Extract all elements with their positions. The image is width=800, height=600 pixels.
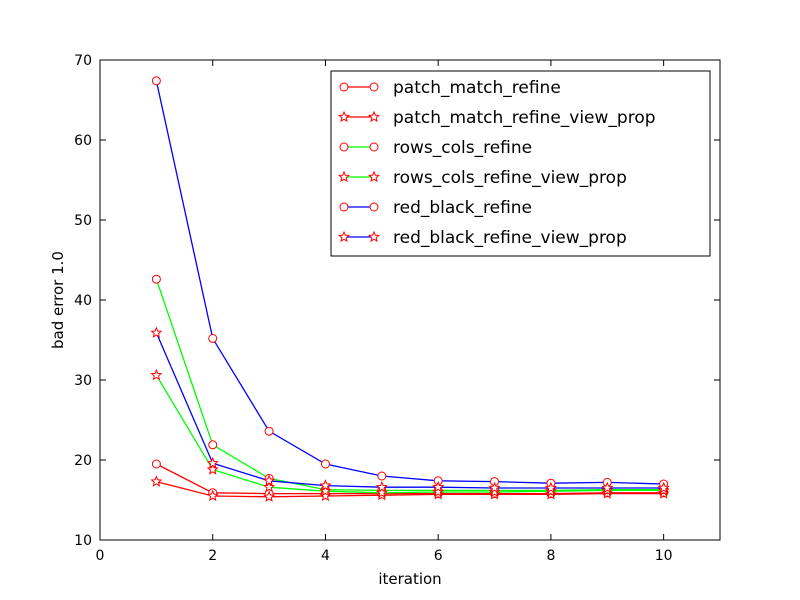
data-point bbox=[206, 489, 219, 502]
data-point bbox=[150, 368, 163, 381]
legend-item: patch_match_refine_view_prop bbox=[338, 108, 656, 128]
legend-label: rows_cols_refine_view_prop bbox=[393, 168, 627, 188]
legend-item: red_black_refine_view_prop bbox=[338, 228, 627, 248]
x-tick-label: 2 bbox=[208, 548, 217, 564]
data-point bbox=[319, 489, 332, 502]
legend-marker bbox=[339, 82, 349, 92]
data-point bbox=[488, 481, 501, 494]
data-point bbox=[375, 480, 388, 493]
data-point bbox=[319, 484, 332, 497]
series-line bbox=[155, 278, 664, 492]
y-tick-label: 10 bbox=[74, 533, 92, 549]
data-point bbox=[151, 459, 161, 469]
y-axis-label: bad error 1.0 bbox=[49, 251, 67, 349]
data-point bbox=[375, 486, 388, 498]
legend: patch_match_refine patch_match_refine_vie… bbox=[330, 70, 711, 257]
data-point bbox=[432, 480, 445, 493]
data-point bbox=[544, 481, 557, 494]
legend-marker bbox=[369, 142, 379, 152]
series-line bbox=[155, 374, 664, 494]
series-line bbox=[156, 480, 664, 498]
series-red_black_refine_view_prop bbox=[150, 326, 670, 494]
x-tick-label: 4 bbox=[321, 548, 330, 564]
data-point bbox=[264, 426, 274, 436]
series-line bbox=[156, 463, 664, 495]
legend-label: red_black_refine_view_prop bbox=[393, 228, 627, 248]
data-point bbox=[263, 490, 276, 502]
legend-label: rows_cols_refine bbox=[393, 138, 532, 158]
legend-marker bbox=[338, 170, 350, 183]
legend-marker bbox=[368, 230, 380, 243]
legend-marker bbox=[368, 170, 380, 183]
data-point bbox=[150, 475, 163, 487]
data-point bbox=[263, 474, 276, 486]
series-line bbox=[155, 332, 664, 489]
legend-item: rows_cols_refine bbox=[339, 138, 532, 158]
data-point bbox=[657, 481, 670, 494]
legend-marker bbox=[338, 230, 350, 243]
x-tick-label: 0 bbox=[96, 548, 105, 564]
data-point bbox=[377, 471, 387, 481]
x-tick-label: 6 bbox=[434, 548, 443, 564]
y-tick-label: 50 bbox=[74, 213, 92, 229]
y-tick-label: 70 bbox=[74, 53, 92, 69]
data-point bbox=[432, 485, 445, 498]
data-point bbox=[320, 459, 330, 469]
legend-marker bbox=[369, 202, 379, 212]
x-tick-label: 10 bbox=[655, 548, 673, 564]
data-point bbox=[150, 326, 163, 338]
legend-label: red_black_refine bbox=[393, 198, 532, 218]
data-point bbox=[208, 440, 218, 450]
legend-marker bbox=[339, 142, 349, 152]
legend-marker bbox=[368, 110, 380, 123]
legend-box bbox=[330, 70, 711, 257]
y-tick-label: 20 bbox=[74, 453, 92, 469]
series-layer bbox=[150, 76, 670, 502]
legend-label: patch_match_refine_view_prop bbox=[393, 108, 656, 128]
legend-marker bbox=[369, 82, 379, 92]
legend-item: rows_cols_refine_view_prop bbox=[338, 168, 627, 188]
data-point bbox=[488, 485, 501, 498]
y-tick-label: 60 bbox=[74, 133, 92, 149]
series-line bbox=[155, 80, 664, 485]
plot-frame bbox=[99, 59, 721, 541]
data-point bbox=[319, 479, 332, 491]
data-point bbox=[601, 481, 614, 494]
x-tick-label: 8 bbox=[546, 548, 555, 564]
data-point bbox=[151, 76, 161, 86]
data-point bbox=[151, 274, 161, 284]
legend-item: red_black_refine bbox=[339, 198, 532, 218]
legend-marker bbox=[338, 110, 350, 123]
legend-item: patch_match_refine bbox=[339, 78, 561, 98]
y-tick-label: 40 bbox=[74, 293, 92, 309]
y-tick-label: 30 bbox=[74, 373, 92, 389]
data-point bbox=[206, 456, 219, 469]
legend-label: patch_match_refine bbox=[393, 78, 561, 98]
x-axis-label: iteration bbox=[378, 570, 441, 588]
legend-marker bbox=[339, 202, 349, 212]
data-point bbox=[208, 333, 218, 343]
